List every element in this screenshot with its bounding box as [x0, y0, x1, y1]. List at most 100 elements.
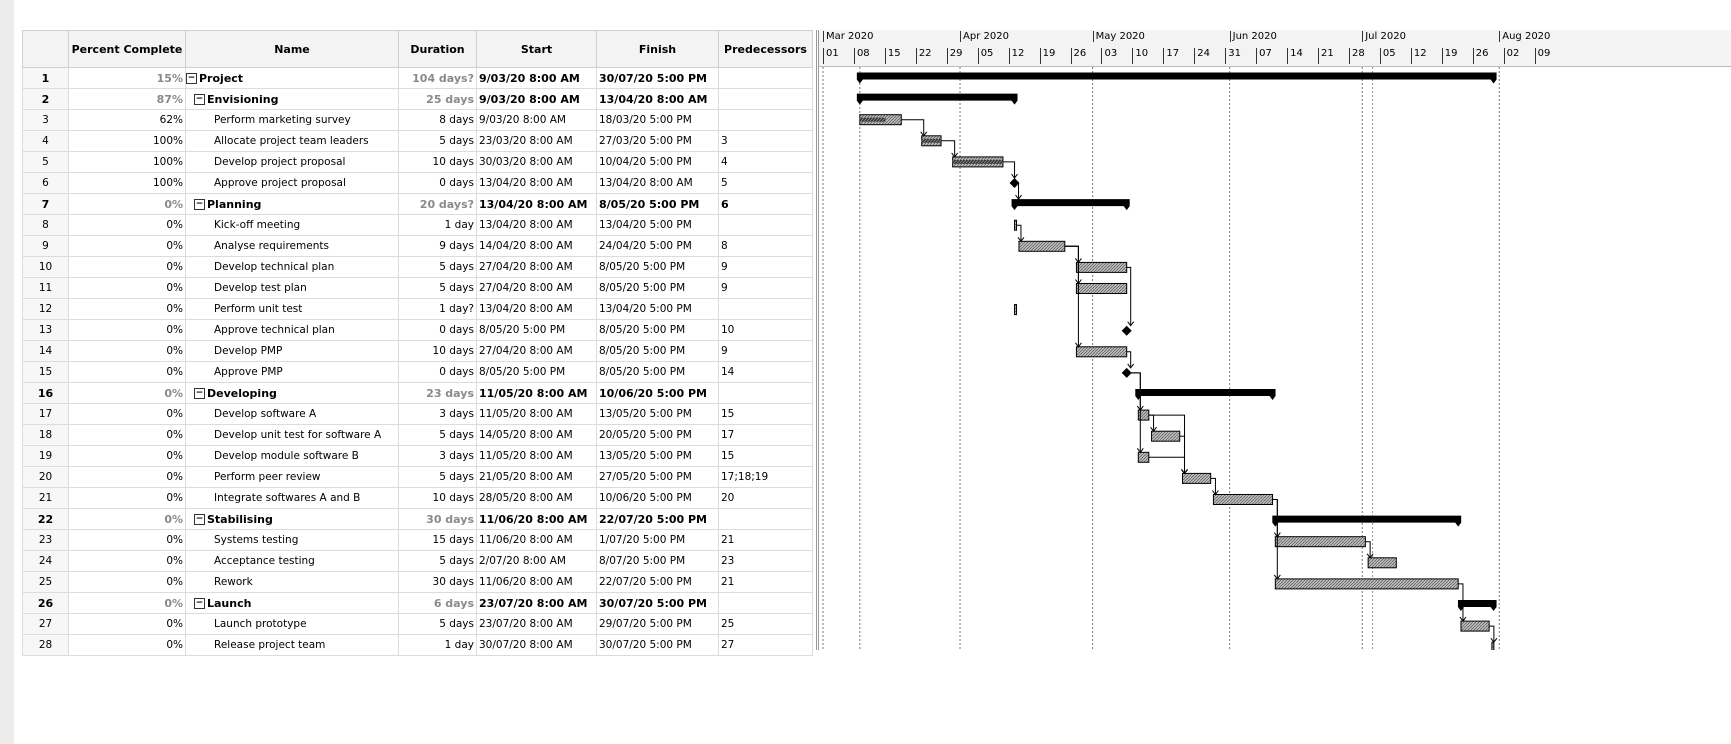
name-cell[interactable]: Develop PMP: [185, 340, 399, 362]
duration-cell[interactable]: 15 days: [398, 529, 477, 551]
predecessors-cell[interactable]: [718, 508, 813, 530]
percent-complete-cell[interactable]: 0%: [68, 508, 186, 530]
task-bar[interactable]: [1151, 430, 1181, 442]
name-cell[interactable]: Kick-off meeting: [185, 214, 399, 236]
percent-complete-cell[interactable]: 0%: [68, 424, 186, 446]
start-cell[interactable]: 23/07/20 8:00 AM: [476, 592, 597, 614]
finish-cell[interactable]: 22/07/20 5:00 PM: [596, 571, 719, 593]
percent-complete-cell[interactable]: 0%: [68, 361, 186, 383]
percent-complete-cell[interactable]: 0%: [68, 487, 186, 509]
row-number[interactable]: 18: [22, 424, 69, 446]
finish-cell[interactable]: 30/07/20 5:00 PM: [596, 634, 719, 656]
name-cell[interactable]: Develop technical plan: [185, 256, 399, 278]
percent-complete-cell[interactable]: 0%: [68, 214, 186, 236]
finish-cell[interactable]: 20/05/20 5:00 PM: [596, 424, 719, 446]
start-cell[interactable]: 11/06/20 8:00 AM: [476, 571, 597, 593]
percent-complete-cell[interactable]: 0%: [68, 634, 186, 656]
task-row[interactable]: 15 0% Approve PMP 0 days 8/05/20 5:00 PM 8/05…: [22, 361, 813, 383]
name-cell[interactable]: − Project: [185, 67, 399, 89]
row-number[interactable]: 1: [22, 67, 69, 89]
start-cell[interactable]: 11/05/20 8:00 AM: [476, 445, 597, 467]
finish-cell[interactable]: 22/07/20 5:00 PM: [596, 508, 719, 530]
name-cell[interactable]: Develop module software B: [185, 445, 399, 467]
summary-bar[interactable]: [1011, 199, 1130, 211]
finish-cell[interactable]: 30/07/20 5:00 PM: [596, 67, 719, 89]
percent-complete-cell[interactable]: 62%: [68, 109, 186, 131]
finish-cell[interactable]: 8/07/20 5:00 PM: [596, 550, 719, 572]
name-cell[interactable]: Release project team: [185, 634, 399, 656]
duration-cell[interactable]: 5 days: [398, 277, 477, 299]
row-number[interactable]: 5: [22, 151, 69, 173]
predecessors-cell[interactable]: 27: [718, 634, 813, 656]
predecessors-cell[interactable]: 17: [718, 424, 813, 446]
task-bar[interactable]: [1075, 283, 1128, 294]
name-cell[interactable]: Develop software A: [185, 403, 399, 425]
start-cell[interactable]: 13/04/20 8:00 AM: [476, 172, 597, 194]
start-cell[interactable]: 8/05/20 5:00 PM: [476, 361, 597, 383]
row-number[interactable]: 28: [22, 634, 69, 656]
task-row[interactable]: 20 0% Perform peer review 5 days 21/05/20 8:…: [22, 466, 813, 488]
start-cell[interactable]: 21/05/20 8:00 AM: [476, 466, 597, 488]
percent-complete-cell[interactable]: 0%: [68, 550, 186, 572]
collapse-icon[interactable]: −: [194, 388, 205, 399]
percent-complete-cell[interactable]: 0%: [68, 403, 186, 425]
predecessors-cell[interactable]: 25: [718, 613, 813, 635]
task-row[interactable]: 6 100% Approve project proposal 0 days 13/04…: [22, 172, 813, 194]
name-cell[interactable]: Integrate softwares A and B: [185, 487, 399, 509]
task-row[interactable]: 16 0% − Developing 23 days 11/05/20 8:00 AM 10…: [22, 382, 813, 404]
name-cell[interactable]: Develop test plan: [185, 277, 399, 299]
percent-complete-cell[interactable]: 0%: [68, 592, 186, 614]
summary-bar[interactable]: [1457, 600, 1497, 611]
start-cell[interactable]: 13/04/20 8:00 AM: [476, 214, 597, 236]
name-cell[interactable]: − Planning: [185, 193, 399, 215]
predecessors-cell[interactable]: 4: [718, 151, 813, 173]
column-header-start[interactable]: Start: [476, 30, 597, 68]
duration-cell[interactable]: 10 days: [398, 487, 477, 509]
predecessors-cell[interactable]: 15: [718, 403, 813, 425]
collapse-icon[interactable]: −: [194, 514, 205, 525]
task-row[interactable]: 19 0% Develop module software B 3 days 11/05…: [22, 445, 813, 467]
summary-bar[interactable]: [856, 72, 1497, 84]
start-cell[interactable]: 23/03/20 8:00 AM: [476, 130, 597, 152]
predecessors-cell[interactable]: 21: [718, 571, 813, 593]
row-number[interactable]: 23: [22, 529, 69, 551]
duration-cell[interactable]: 5 days: [398, 550, 477, 572]
duration-cell[interactable]: 5 days: [398, 613, 477, 635]
name-cell[interactable]: − Envisioning: [185, 88, 399, 110]
collapse-icon[interactable]: −: [194, 199, 205, 210]
start-cell[interactable]: 9/03/20 8:00 AM: [476, 88, 597, 110]
start-cell[interactable]: 28/05/20 8:00 AM: [476, 487, 597, 509]
summary-bar[interactable]: [1272, 515, 1462, 527]
row-number[interactable]: 17: [22, 403, 69, 425]
start-cell[interactable]: 9/03/20 8:00 AM: [476, 109, 597, 131]
percent-complete-cell[interactable]: 0%: [68, 529, 186, 551]
finish-cell[interactable]: 10/06/20 5:00 PM: [596, 487, 719, 509]
task-row[interactable]: 2 87% − Envisioning 25 days 9/03/20 8:00 AM 13…: [22, 88, 813, 110]
name-cell[interactable]: Perform unit test: [185, 298, 399, 320]
finish-cell[interactable]: 18/03/20 5:00 PM: [596, 109, 719, 131]
column-header-duration[interactable]: Duration: [398, 30, 477, 68]
predecessors-cell[interactable]: [718, 88, 813, 110]
task-row[interactable]: 18 0% Develop unit test for software A 5 da…: [22, 424, 813, 446]
task-progress-bar[interactable]: [952, 159, 1003, 164]
task-row[interactable]: 1 15% − Project 104 days? 9/03/20 8:00 AM 30/0…: [22, 67, 813, 89]
task-row[interactable]: 14 0% Develop PMP 10 days 27/04/20 8:00 AM 8/…: [22, 340, 813, 362]
finish-cell[interactable]: 8/05/20 5:00 PM: [596, 361, 719, 383]
name-cell[interactable]: Allocate project team leaders: [185, 130, 399, 152]
collapse-icon[interactable]: −: [194, 94, 205, 105]
task-row[interactable]: 13 0% Approve technical plan 0 days 8/05/20 …: [22, 319, 813, 341]
predecessors-cell[interactable]: 9: [718, 256, 813, 278]
task-row[interactable]: 4 100% Allocate project team leaders 5 days…: [22, 130, 813, 152]
row-number[interactable]: 6: [22, 172, 69, 194]
finish-cell[interactable]: 13/05/20 5:00 PM: [596, 445, 719, 467]
duration-cell[interactable]: 30 days: [398, 508, 477, 530]
predecessors-cell[interactable]: 9: [718, 277, 813, 299]
finish-cell[interactable]: 8/05/20 5:00 PM: [596, 277, 719, 299]
predecessors-cell[interactable]: 10: [718, 319, 813, 341]
finish-cell[interactable]: 8/05/20 5:00 PM: [596, 340, 719, 362]
start-cell[interactable]: 27/04/20 8:00 AM: [476, 277, 597, 299]
start-cell[interactable]: 27/04/20 8:00 AM: [476, 256, 597, 278]
row-number[interactable]: 22: [22, 508, 69, 530]
predecessors-cell[interactable]: 5: [718, 172, 813, 194]
start-cell[interactable]: 30/03/20 8:00 AM: [476, 151, 597, 173]
